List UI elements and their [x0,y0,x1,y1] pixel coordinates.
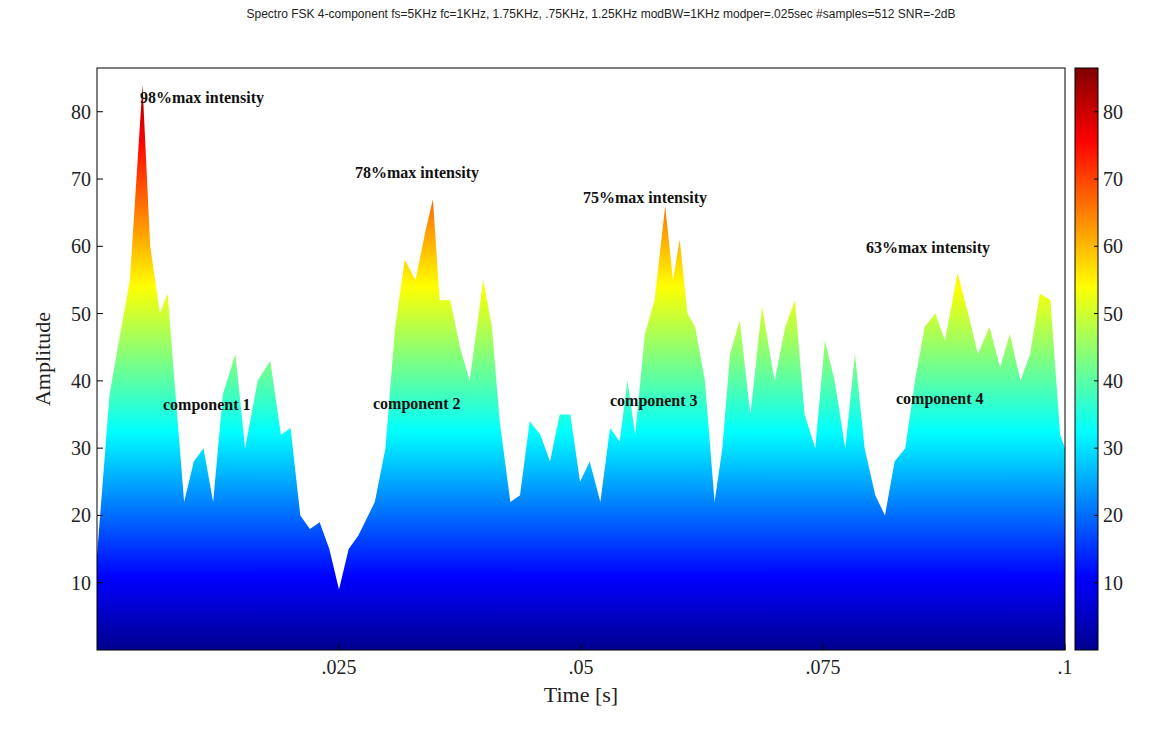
x-axis-title: Time [s] [544,682,618,707]
y-tick [97,380,103,381]
y-tick-label: 10 [71,572,91,594]
x-tick [823,644,824,650]
y-tick-label: 80 [71,101,91,123]
y-tick-label: 30 [71,437,91,459]
colorbar-tick-label: 80 [1103,101,1123,123]
colorbar-tick [1094,380,1098,381]
x-tick-label: .075 [806,656,841,678]
colorbar-tick [1094,111,1098,112]
chart: Spectro FSK 4-component fs=5KHz fc=1KHz,… [0,0,1163,733]
colorbar-tick-label: 50 [1103,303,1123,325]
frame [97,68,1065,650]
colorbar-tick-label: 60 [1103,235,1123,257]
colorbar [1075,68,1098,650]
y-tick-label: 70 [71,168,91,190]
y-tick-label: 40 [71,370,91,392]
annotation: component 3 [610,392,698,410]
y-tick [97,246,103,247]
colorbar-tick [1094,582,1098,583]
annotation: component 2 [373,395,461,413]
y-tick [97,179,103,180]
y-tick [97,582,103,583]
colorbar-tick [1094,448,1098,449]
y-tick-label: 60 [71,235,91,257]
x-tick [581,644,582,650]
annotation: component 4 [896,390,984,408]
y-tick [97,111,103,112]
annotation: 98%max intensity [140,89,264,107]
x-tick-label: .1 [1058,656,1073,678]
title: Spectro FSK 4-component fs=5KHz fc=1KHz,… [246,7,955,21]
colorbar-tick [1094,515,1098,516]
y-tick [97,515,103,516]
annotation: 63%max intensity [866,239,990,257]
colorbar-tick-label: 10 [1103,572,1123,594]
colorbar-tick-label: 20 [1103,504,1123,526]
colorbar-tick-label: 40 [1103,370,1123,392]
x-tick [339,644,340,650]
colorbar-tick-label: 70 [1103,168,1123,190]
y-tick-label: 20 [71,504,91,526]
colorbar-tick [1094,246,1098,247]
colorbar-tick [1094,313,1098,314]
y-axis-title: Amplitude [30,312,55,406]
y-tick-label: 50 [71,303,91,325]
annotation: 78%max intensity [355,164,479,182]
x-tick-label: .025 [322,656,357,678]
annotation: component 1 [163,396,251,414]
colorbar-tick-label: 30 [1103,437,1123,459]
y-tick [97,313,103,314]
annotation: 75%max intensity [583,189,707,207]
plot-area [97,85,1065,650]
colorbar-tick [1094,179,1098,180]
amplitude-area [97,85,1065,650]
x-tick [1065,644,1066,650]
x-tick-label: .05 [569,656,594,678]
y-tick [97,448,103,449]
